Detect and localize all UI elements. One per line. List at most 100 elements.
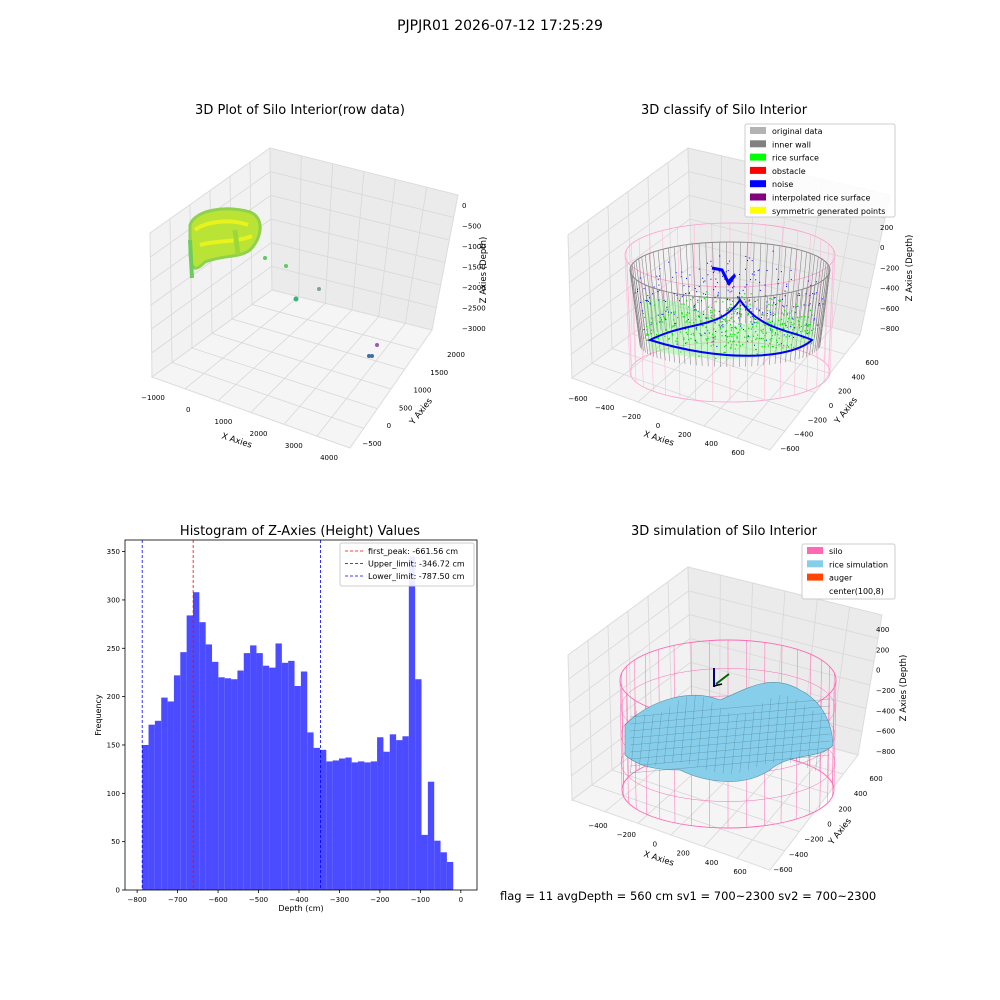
x-tick-label: −500 [249, 896, 268, 904]
x-tick-label: 400 [705, 859, 718, 867]
z-tick-label: 400 [876, 626, 889, 634]
panel3-title: Histogram of Z-Axies (Height) Values [179, 524, 421, 539]
figure-title: PJPJR01 2026-07-12 17:25:29 [397, 18, 603, 34]
y-tick-label: 100 [107, 790, 120, 798]
y-tick-label: 400 [852, 373, 865, 381]
legend-swatch [750, 206, 766, 214]
z-tick-label: 0 [876, 667, 880, 675]
panel1-title: 3D Plot of Silo Interior(row data) [195, 103, 405, 118]
y-tick-label: 0 [829, 402, 833, 410]
histogram-bars [142, 556, 454, 890]
histogram-bar [396, 740, 403, 890]
histogram-x-ticks: −800 −700 −600 −500 −400 −300 −200 −100 0 [128, 890, 463, 904]
x-tick-label: 200 [678, 431, 691, 439]
histogram-bar [167, 701, 174, 890]
z-tick-label: −800 [876, 748, 895, 756]
y-tick-label: 600 [869, 775, 882, 783]
x-tick-label: −800 [128, 896, 147, 904]
y-tick-label: 200 [838, 805, 851, 813]
z-tick-label: 200 [876, 646, 889, 654]
legend-entry: obstacle [772, 167, 806, 176]
x-tick-label: 4000 [320, 454, 338, 462]
histogram-bar [212, 661, 219, 890]
histogram-bar [313, 747, 320, 890]
y-tick-label: 50 [111, 838, 120, 846]
x-tick-label: −200 [370, 896, 389, 904]
histogram-frame [124, 539, 478, 891]
histogram-bar [326, 761, 333, 890]
histogram-bar [250, 645, 257, 890]
histogram-bar [142, 744, 149, 890]
legend-entry: interpolated rice surface [772, 194, 870, 203]
x-tick-label: 600 [731, 449, 744, 457]
histogram-bar [288, 660, 295, 890]
y-tick-label: 0 [116, 887, 120, 895]
z-tick-label: −3000 [462, 325, 486, 333]
y-tick-label: −200 [808, 416, 827, 424]
panel2-legend: original data inner wall rice surface obsta… [744, 123, 896, 218]
x-tick-label: −300 [330, 896, 349, 904]
histogram-bar [231, 679, 238, 890]
legend-swatch [750, 140, 766, 148]
y-tick-label: 350 [107, 548, 120, 556]
histogram-y-ticks: 0 50 100 150 200 250 300 350 [107, 548, 125, 895]
y-tick-label: −400 [794, 431, 813, 439]
legend-swatch [807, 547, 823, 554]
legend-swatch [750, 166, 766, 174]
legend-entry: silo [829, 547, 843, 556]
histogram-bar [294, 685, 301, 890]
x-tick-label: 0 [186, 406, 190, 414]
histogram-bar [408, 556, 416, 890]
y-tick-label: −500 [362, 440, 381, 448]
x-tick-label: −400 [289, 896, 308, 904]
x-tick-label: −100 [411, 896, 430, 904]
panel2-noise [635, 250, 824, 357]
histogram-bar [427, 781, 435, 890]
legend-entry: center(100,8) [829, 587, 884, 596]
y-tick-label: 200 [107, 693, 120, 701]
histogram-bar [262, 665, 270, 890]
legend-swatch [750, 193, 766, 201]
z-tick-label: −800 [880, 325, 899, 333]
x-tick-label: −600 [208, 896, 227, 904]
histogram-bar [338, 758, 346, 890]
x-tick-label: 200 [677, 850, 690, 858]
x-tick-label: 0 [653, 840, 657, 848]
histogram-bar [434, 840, 441, 890]
x-tick-label: −200 [617, 831, 636, 839]
histogram-bar [237, 670, 244, 890]
panel1-axes-panes [149, 147, 459, 449]
y-tick-label: 300 [107, 596, 120, 604]
status-footer: flag = 11 avgDepth = 560 cm sv1 = 700~23… [500, 889, 877, 903]
legend-entry: rice simulation [829, 560, 888, 569]
z-tick-label: −600 [876, 728, 895, 736]
z-tick-label: 200 [880, 224, 893, 232]
panel1-zlabel: Z Axies (Depth) [479, 237, 489, 304]
z-tick-label: −400 [880, 285, 899, 293]
histogram-bar [307, 732, 314, 890]
z-tick-label: −2000 [462, 284, 486, 292]
x-tick-label: 0 [459, 896, 463, 904]
histogram-legend: first_peak: -661.56 cm Upper_limit: -346.… [339, 542, 475, 587]
legend-entry: inner wall [772, 140, 811, 149]
y-tick-label: −200 [804, 836, 823, 844]
histogram-bar [440, 852, 447, 890]
y-tick-label: 500 [399, 404, 412, 412]
x-tick-label: 600 [733, 868, 746, 876]
panel4-title: 3D simulation of Silo Interior [631, 524, 817, 539]
legend-entry: Upper_limit: -346.72 cm [368, 560, 465, 569]
legend-entry: symmetric generated points [772, 207, 885, 216]
histogram-bar [332, 760, 339, 890]
legend-entry: first_peak: -661.56 cm [368, 547, 458, 556]
histogram-bar [256, 653, 263, 890]
x-tick-label: 0 [656, 422, 660, 430]
x-tick-label: −600 [568, 395, 587, 403]
panel4-zlabel: Z Axies (Depth) [899, 655, 909, 722]
histogram-bar [205, 644, 213, 890]
histogram-bar [243, 653, 251, 890]
y-tick-label: −400 [789, 851, 808, 859]
x-tick-label: 400 [705, 440, 718, 448]
y-tick-label: 1000 [413, 387, 431, 395]
